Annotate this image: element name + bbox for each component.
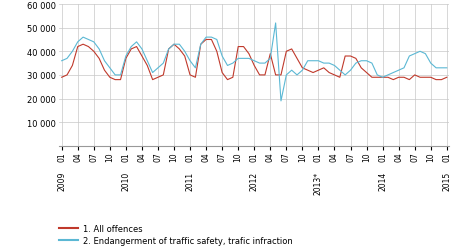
Line: 2. Endangerment of traffic safety, trafic infraction: 2. Endangerment of traffic safety, trafi…: [62, 24, 447, 102]
1. All offences: [444, 76, 449, 79]
2. Endangerment of traffic safety, trafic infraction: [188, 60, 193, 63]
2. Endangerment of traffic safety, trafic infraction: [390, 72, 396, 75]
1. All offences: [192, 76, 198, 79]
1. All offences: [150, 79, 155, 82]
Text: 2013*: 2013*: [314, 171, 323, 194]
2. Endangerment of traffic safety, trafic infraction: [144, 60, 150, 63]
2. Endangerment of traffic safety, trafic infraction: [252, 60, 257, 63]
1. All offences: [203, 39, 209, 42]
1. All offences: [59, 76, 64, 79]
1. All offences: [401, 76, 407, 79]
Text: 2012: 2012: [250, 171, 259, 190]
Line: 1. All offences: 1. All offences: [62, 40, 447, 80]
2. Endangerment of traffic safety, trafic infraction: [401, 67, 407, 70]
Text: 2015: 2015: [442, 171, 451, 190]
1. All offences: [417, 76, 423, 79]
Text: 2011: 2011: [186, 171, 195, 190]
Text: 2010: 2010: [121, 171, 130, 190]
Legend: 1. All offences, 2. Endangerment of traffic safety, trafic infraction: 1. All offences, 2. Endangerment of traf…: [59, 224, 292, 245]
2. Endangerment of traffic safety, trafic infraction: [59, 60, 64, 63]
1. All offences: [262, 74, 268, 77]
Text: 2014: 2014: [378, 171, 387, 190]
1. All offences: [390, 79, 396, 82]
2. Endangerment of traffic safety, trafic infraction: [444, 67, 449, 70]
2. Endangerment of traffic safety, trafic infraction: [417, 51, 423, 54]
2. Endangerment of traffic safety, trafic infraction: [278, 100, 284, 103]
Text: 2009: 2009: [57, 171, 66, 190]
2. Endangerment of traffic safety, trafic infraction: [273, 22, 278, 25]
1. All offences: [113, 79, 118, 82]
